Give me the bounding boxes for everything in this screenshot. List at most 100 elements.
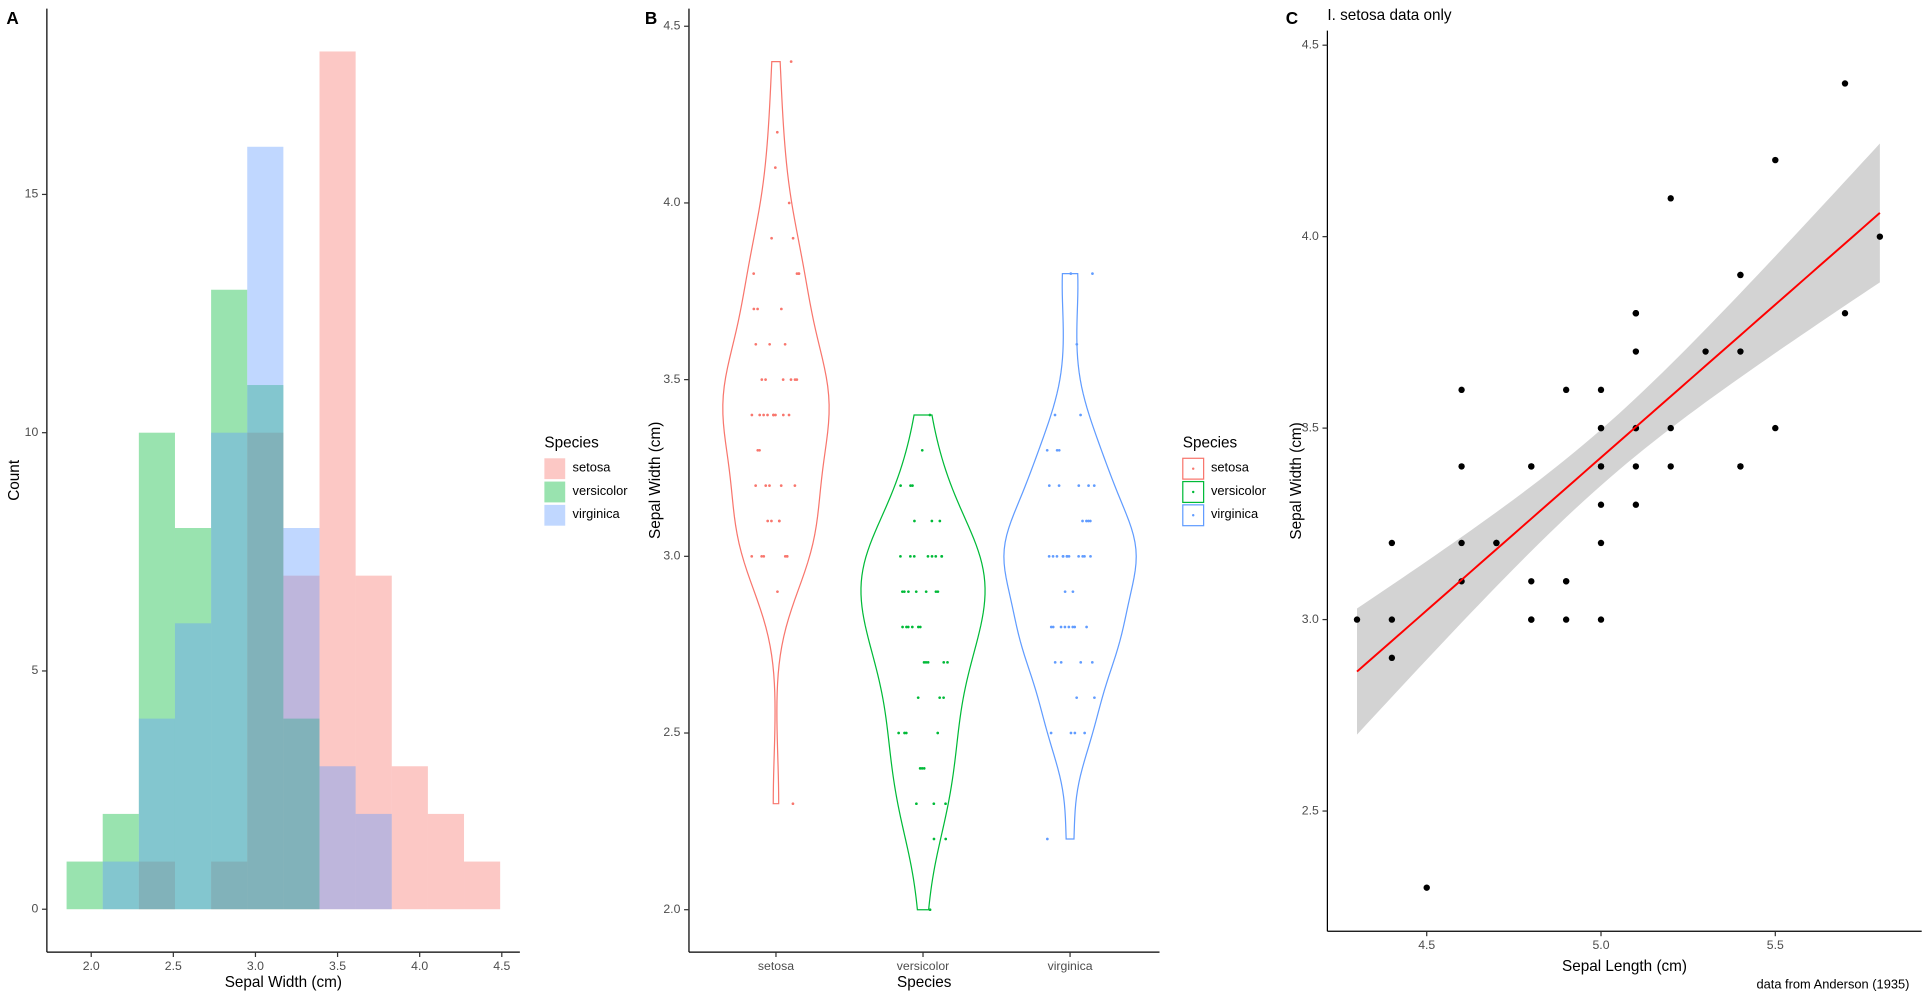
jitter-point	[1073, 625, 1077, 629]
jitter-point	[916, 696, 920, 700]
histogram-bar	[355, 575, 392, 910]
y-tick-label: 3.5	[1302, 420, 1319, 434]
x-tick-label: virginica	[1048, 959, 1093, 973]
jitter-point	[916, 625, 920, 629]
jitter-point	[1057, 448, 1061, 452]
point	[1528, 578, 1535, 585]
jitter-point	[770, 236, 773, 240]
point	[1597, 386, 1605, 394]
jitter-point	[783, 342, 787, 346]
jitter-point	[1063, 625, 1067, 629]
jitter-point	[1073, 731, 1077, 735]
jitter-point	[942, 660, 946, 664]
jitter-point	[1067, 554, 1071, 558]
histogram-bar	[138, 718, 175, 910]
y-tick-label: 3.5	[663, 372, 680, 386]
histogram-bar	[174, 527, 212, 910]
jitter-point	[897, 731, 900, 735]
jitter-point	[770, 519, 773, 523]
jitter-point	[934, 554, 938, 558]
jitter-point	[913, 519, 916, 523]
jitter-point	[750, 554, 754, 558]
jitter-point	[1087, 484, 1090, 487]
jitter-point	[1079, 660, 1083, 664]
jitter-point	[787, 201, 791, 205]
jitter-point	[1071, 590, 1075, 594]
jitter-point	[795, 378, 799, 381]
jitter-point	[1061, 554, 1065, 558]
caption: data from Anderson (1935)	[1756, 977, 1909, 992]
chart-title: I. setosa data only	[1327, 7, 1452, 24]
jitter-point	[907, 590, 910, 594]
jitter-point	[773, 166, 777, 169]
jitter-point	[791, 802, 795, 806]
point	[1562, 386, 1570, 394]
y-tick-label: 10	[25, 425, 39, 439]
legend-title: Species	[1183, 435, 1238, 452]
histogram-bar	[247, 432, 284, 910]
jitter-point	[779, 484, 783, 487]
x-tick-label: setosa	[758, 959, 794, 973]
jitter-point	[1067, 625, 1071, 629]
violin	[1003, 273, 1137, 840]
jitter-point	[942, 696, 945, 700]
y-tick-label: 4.5	[663, 18, 680, 32]
jitter-point	[1075, 342, 1079, 346]
fit-line	[1356, 212, 1881, 673]
legend-key	[544, 481, 566, 503]
point	[1493, 539, 1500, 547]
histogram-bar	[211, 432, 248, 910]
jitter-point	[1092, 484, 1096, 487]
jitter-point	[1085, 625, 1088, 629]
jitter-point	[924, 590, 928, 594]
x-tick-label: 3.5	[329, 959, 346, 973]
violin	[860, 414, 986, 911]
x-tick-label: 2.5	[165, 959, 182, 973]
histogram-bar	[283, 575, 320, 910]
point	[1423, 884, 1430, 891]
panel-tag: C	[1286, 8, 1298, 28]
legend-label: setosa	[573, 459, 612, 474]
point	[1667, 463, 1674, 470]
point	[1528, 616, 1535, 623]
jitter-point	[899, 484, 902, 487]
jitter-point	[768, 484, 771, 487]
histogram-bar	[319, 51, 356, 910]
jitter-point	[772, 413, 775, 417]
point	[1458, 539, 1465, 547]
jitter-point	[791, 236, 795, 240]
point	[1458, 463, 1465, 470]
jitter-point	[1055, 554, 1059, 558]
point	[1388, 654, 1396, 662]
jitter-point	[1077, 484, 1081, 487]
jitter-point	[787, 413, 791, 417]
jitter-point	[914, 590, 918, 594]
histogram-bar	[211, 861, 248, 910]
point	[1737, 348, 1744, 355]
legend-key-dot	[1191, 514, 1195, 517]
jitter-point	[1047, 484, 1051, 487]
jitter-point	[899, 554, 902, 558]
jitter-point	[750, 413, 754, 417]
point	[1353, 616, 1361, 623]
histogram-bar	[102, 861, 139, 910]
legend-label: setosa	[1211, 459, 1250, 474]
jitter-point	[1049, 625, 1053, 629]
histogram-bar	[138, 861, 175, 910]
legend-label: versicolor	[573, 483, 629, 498]
jitter-point	[938, 519, 942, 523]
jitter-point	[901, 625, 904, 629]
x-tick-label: 4.5	[1418, 938, 1435, 952]
point	[1667, 424, 1674, 432]
x-tick-label: 5.5	[1767, 938, 1784, 952]
point	[1772, 424, 1779, 432]
y-tick-label: 15	[25, 187, 39, 201]
histogram-bar	[247, 146, 284, 910]
y-axis-title: Sepal Width (cm)	[1288, 422, 1305, 539]
jitter-point	[910, 625, 914, 629]
jitter-point	[775, 130, 779, 134]
x-tick-label: 4.5	[493, 959, 510, 973]
jitter-point	[926, 554, 930, 558]
jitter-point	[789, 60, 793, 63]
